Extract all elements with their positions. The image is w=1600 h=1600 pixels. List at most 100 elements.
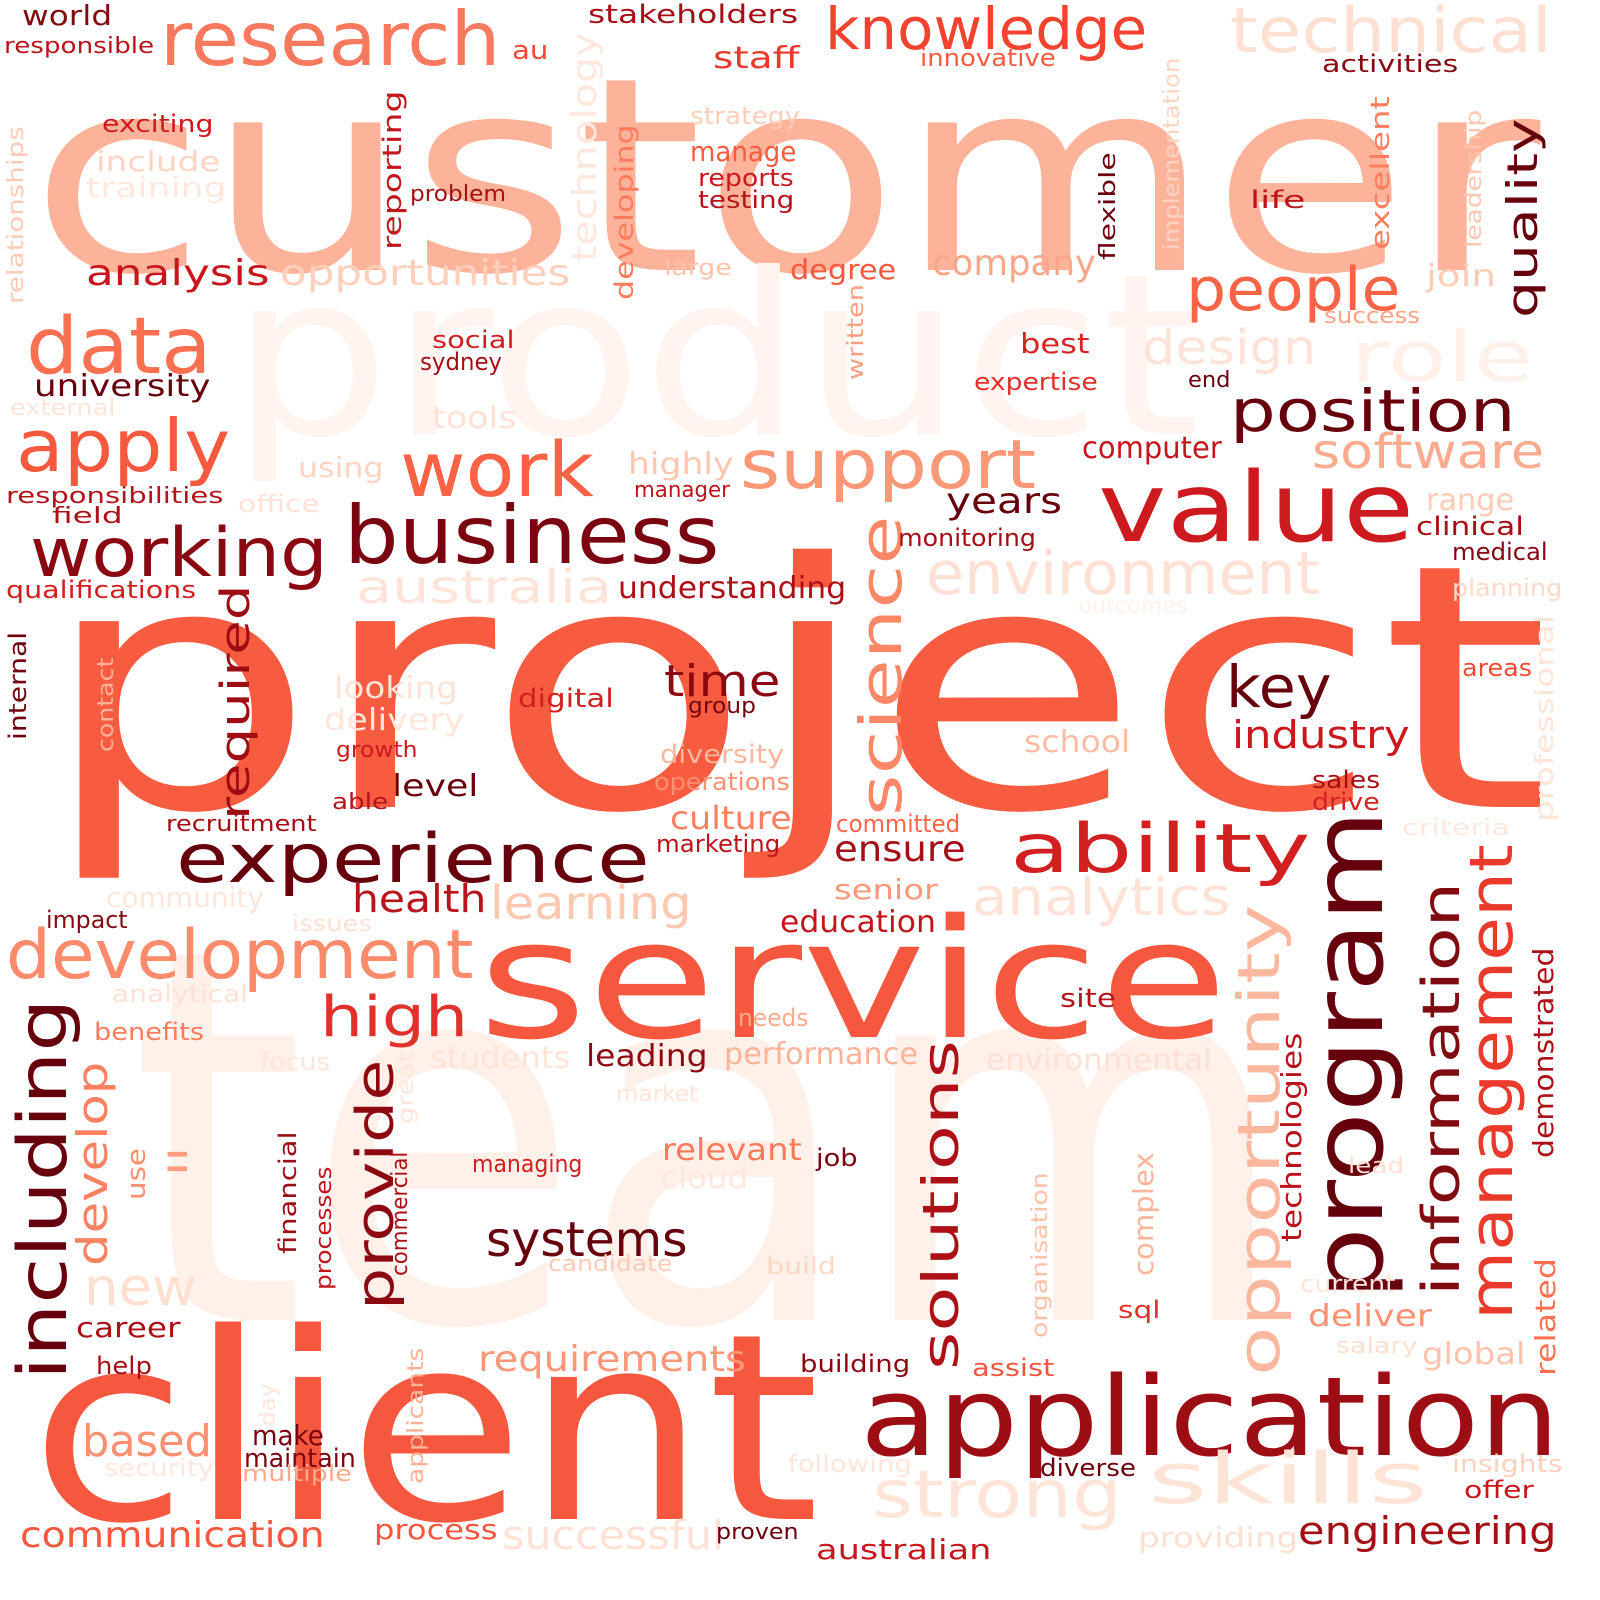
word-students: students (430, 1041, 571, 1076)
word-help: help (96, 1352, 152, 1380)
word-maintain: maintain (244, 1444, 356, 1474)
word-medical: medical (1452, 538, 1548, 566)
word-understanding: understanding (618, 571, 847, 606)
word-highly: highly (628, 447, 734, 482)
word-requirements: requirements (478, 1339, 746, 1380)
word-processes: processes (312, 1166, 337, 1290)
word-technologies: technologies (1275, 1032, 1308, 1242)
word-client: client (30, 1279, 820, 1581)
word-health: health (352, 877, 487, 921)
word-marketing: marketing (656, 830, 781, 858)
word-responsible: responsible (4, 34, 155, 59)
word-leading: leading (586, 1039, 708, 1074)
word-education: education (780, 905, 936, 940)
word-planning: planning (1452, 574, 1563, 602)
word-engineering: engineering (1298, 1509, 1557, 1553)
word-computer: computer (1082, 431, 1222, 466)
word-community: community (106, 881, 264, 914)
word-ability: ability (1010, 810, 1311, 889)
word-field: field (52, 504, 123, 529)
word-social: social (432, 326, 515, 354)
word-global: global (1422, 1337, 1526, 1372)
word-developing: developing (610, 124, 640, 300)
word-contact: contact (94, 657, 119, 752)
word-ll: ll (164, 1147, 194, 1176)
word-value: value (1098, 452, 1415, 564)
word-reporting: reporting (378, 90, 408, 250)
word-deliver: deliver (1308, 1299, 1432, 1334)
word-market: market (616, 1082, 699, 1107)
word-environmental: environmental (986, 1043, 1212, 1078)
word-years: years (946, 481, 1063, 522)
word-issues: issues (292, 912, 372, 937)
word-site: site (1060, 984, 1116, 1014)
word-applicants: applicants (404, 1347, 429, 1484)
word-success: success (1324, 304, 1421, 329)
word-problem: problem (410, 182, 507, 207)
word-responsibilities: responsibilities (6, 484, 224, 509)
word-communication: communication (20, 1515, 325, 1556)
word-best: best (1020, 327, 1090, 360)
word-qualifications: qualifications (6, 576, 197, 604)
word-exciting: exciting (102, 110, 214, 138)
word-business: business (344, 489, 720, 582)
word-software: software (1312, 424, 1545, 480)
word-company: company (932, 243, 1096, 284)
word-end: end (1188, 368, 1231, 393)
word-analysis: analysis (86, 253, 270, 294)
word-demonstrated: demonstrated (1527, 947, 1560, 1158)
word-candidate: candidate (548, 1252, 673, 1277)
word-able: able (332, 790, 389, 815)
word-design: design (1142, 320, 1317, 376)
word-leadership: leadership (1462, 109, 1487, 248)
word-excellent: excellent (1366, 96, 1396, 250)
word-internal: internal (4, 631, 32, 740)
word-research: research (160, 0, 501, 83)
word-testing: testing (698, 186, 795, 214)
word-based: based (82, 1416, 212, 1467)
word-using: using (298, 451, 384, 484)
word-managing: managing (472, 1150, 583, 1178)
word-tools: tools (432, 401, 517, 436)
word-diversity: diversity (660, 740, 785, 770)
word-sydney: sydney (420, 348, 503, 376)
word-analytics: analytics (972, 868, 1231, 928)
word-organisation: organisation (1028, 1172, 1053, 1338)
word-diverse: diverse (1040, 1454, 1137, 1482)
word-apply: apply (16, 404, 231, 488)
word-external: external (10, 396, 116, 421)
word-financial: financial (274, 1131, 302, 1254)
word-degree: degree (790, 253, 897, 286)
word-range: range (1426, 483, 1515, 518)
word-sql: sql (1118, 1296, 1161, 1324)
word-performance: performance (724, 1037, 919, 1072)
word-senior: senior (834, 873, 938, 906)
word-experience: experience (176, 820, 650, 899)
word-develop: develop (68, 1061, 117, 1266)
word-needs: needs (738, 1004, 809, 1032)
word-professional: professional (1530, 614, 1560, 822)
word-recruitment: recruitment (166, 812, 317, 837)
word-office: office (238, 490, 320, 518)
word-growth: growth (336, 738, 418, 763)
word-working: working (30, 514, 328, 593)
word-related: related (1529, 1257, 1562, 1376)
word-providing: providing (1138, 1521, 1299, 1554)
word-world: world (22, 0, 113, 32)
word-knowledge: knowledge (825, 0, 1148, 63)
word-benefits: benefits (94, 1018, 205, 1046)
word-application: application (860, 1353, 1560, 1481)
word-relevant: relevant (662, 1133, 802, 1168)
word-large: large (664, 256, 732, 281)
word-time: time (664, 656, 781, 707)
word-high: high (320, 985, 469, 1050)
word-australia: australia (356, 560, 613, 614)
word-relationships: relationships (4, 126, 29, 304)
word-offer: offer (1464, 1476, 1534, 1504)
word-focus: focus (260, 1048, 331, 1076)
word-project: project (40, 492, 1551, 888)
word-successful: successful (502, 1513, 724, 1559)
word-data: data (26, 302, 212, 392)
word-skills: skills (1148, 1438, 1428, 1520)
word-service: service (478, 884, 1229, 1076)
